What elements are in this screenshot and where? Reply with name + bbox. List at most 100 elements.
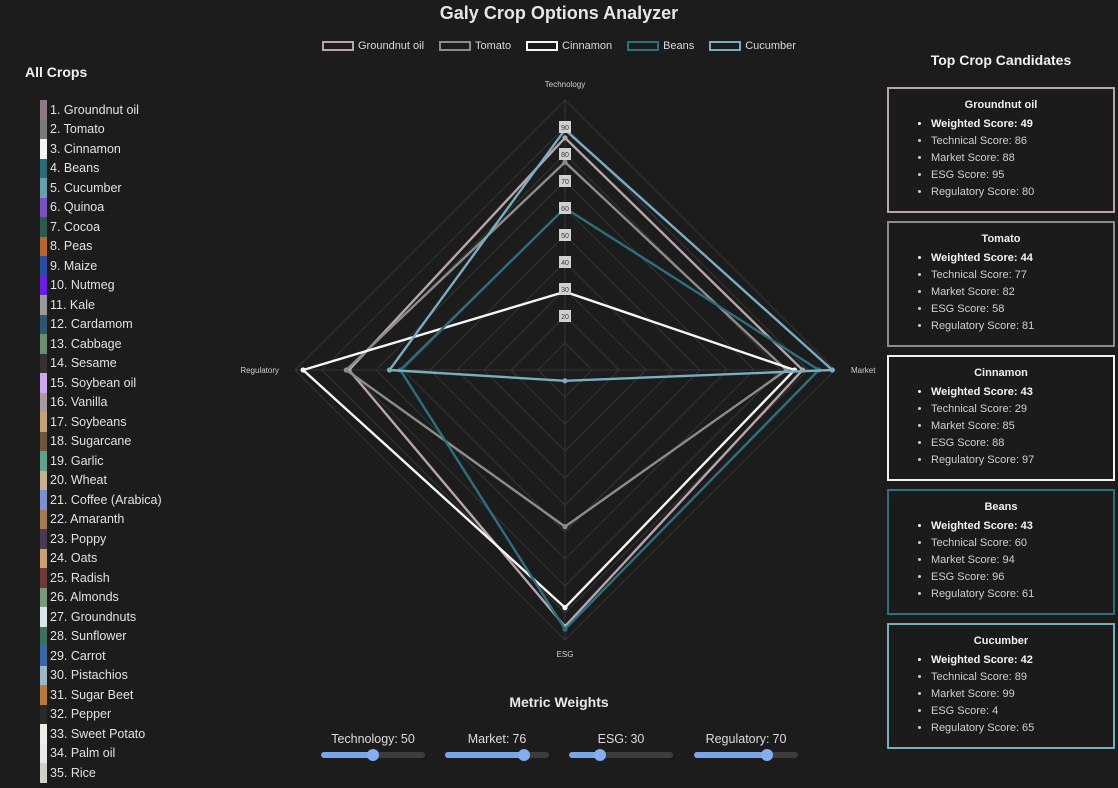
crop-list-item[interactable]: 10. Nutmeg: [40, 275, 240, 295]
crop-list-item[interactable]: 6. Quinoa: [40, 197, 240, 217]
legend-item[interactable]: Groundnut oil: [322, 40, 424, 52]
crop-label: 33. Sweet Potato: [50, 726, 146, 741]
crop-list-item[interactable]: 9. Maize: [40, 256, 240, 276]
weighted-score: Weighted Score:44: [931, 250, 1113, 267]
crop-list-item[interactable]: 25. Radish: [40, 568, 240, 588]
crop-list-item[interactable]: 5. Cucumber: [40, 178, 240, 198]
slider-track[interactable]: [694, 749, 798, 761]
legend-item[interactable]: Tomato: [438, 40, 511, 52]
slider-label: Regulatory: 70: [694, 732, 798, 746]
candidate-score-list: Weighted Score:42Technical Score:89Marke…: [889, 652, 1113, 737]
technical-score-label: Technical Score:: [931, 537, 1012, 549]
crop-list-item[interactable]: 23. Poppy: [40, 529, 240, 549]
crop-color-swatch: [40, 665, 47, 685]
crop-list-item[interactable]: 30. Pistachios: [40, 665, 240, 685]
esg-score-label: ESG Score:: [931, 437, 990, 449]
crop-list-item[interactable]: 28. Sunflower: [40, 626, 240, 646]
legend-label: Cinnamon: [562, 40, 613, 52]
crop-list-item[interactable]: 19. Garlic: [40, 451, 240, 471]
weight-slider-group: Market: 76: [445, 732, 549, 761]
slider-track[interactable]: [321, 749, 425, 761]
esg-score: ESG Score:95: [931, 167, 1113, 184]
crop-color-swatch: [40, 353, 47, 373]
radar-tick-backdrop: [559, 175, 571, 187]
crop-label: 22. Amaranth: [50, 512, 125, 527]
market-score-label: Market Score:: [931, 554, 1000, 566]
crop-color-swatch: [40, 158, 47, 178]
crop-list-item[interactable]: 4. Beans: [40, 158, 240, 178]
crop-list-item[interactable]: 18. Sugarcane: [40, 431, 240, 451]
candidate-name: Tomato: [981, 233, 1021, 245]
market-score-value: 82: [1002, 286, 1015, 298]
slider-value: 76: [512, 732, 527, 746]
crop-list-item[interactable]: 16. Vanilla: [40, 392, 240, 412]
crop-list-item[interactable]: 27. Groundnuts: [40, 607, 240, 627]
regulatory-score: Regulatory Score:81: [931, 318, 1113, 335]
radar-point: [562, 626, 568, 632]
crop-list-item[interactable]: 3. Cinnamon: [40, 139, 240, 159]
legend-item[interactable]: Cucumber: [709, 40, 796, 52]
slider-label-text: Technology:: [331, 732, 398, 746]
app-title: Galy Crop Options Analyzer: [439, 3, 679, 23]
technical-score-value: 89: [1014, 671, 1027, 683]
crop-label: 4. Beans: [50, 161, 100, 176]
regulatory-score: Regulatory Score:61: [931, 586, 1113, 603]
slider-label-text: Regulatory:: [705, 732, 770, 746]
slider-track[interactable]: [445, 749, 549, 761]
crop-list-item[interactable]: 34. Palm oil: [40, 743, 240, 763]
slider-thumb[interactable]: [518, 749, 531, 761]
crop-label: 3. Cinnamon: [50, 141, 121, 156]
crop-list-item[interactable]: 15. Soybean oil: [40, 373, 240, 393]
crop-list-item[interactable]: 29. Carrot: [40, 646, 240, 666]
radar-tick-backdrop: [559, 256, 571, 268]
weight-slider-group: ESG: 30: [569, 732, 673, 761]
crop-list-item[interactable]: 20. Wheat: [40, 470, 240, 490]
crop-label: 13. Cabbage: [50, 336, 122, 351]
crop-list-item[interactable]: 24. Oats: [40, 548, 240, 568]
crop-color-swatch: [40, 646, 47, 666]
crop-list-item[interactable]: 33. Sweet Potato: [40, 724, 240, 744]
crop-list-item[interactable]: 32. Pepper: [40, 704, 240, 724]
candidate-name: Groundnut oil: [964, 99, 1038, 111]
slider-track[interactable]: [569, 749, 673, 761]
candidate-score-list: Weighted Score:49Technical Score:86Marke…: [889, 116, 1113, 201]
legend-item[interactable]: Beans: [627, 40, 694, 52]
esg-score-label: ESG Score:: [931, 169, 990, 181]
crop-list-item[interactable]: 11. Kale: [40, 295, 240, 315]
slider-thumb[interactable]: [594, 749, 607, 761]
crop-list-item[interactable]: 12. Cardamom: [40, 314, 240, 334]
candidate-card: TomatoWeighted Score:44Technical Score:7…: [887, 221, 1115, 347]
legend-item[interactable]: Cinnamon: [526, 40, 612, 52]
crop-list-item[interactable]: 17. Soybeans: [40, 412, 240, 432]
crop-list-item[interactable]: 22. Amaranth: [40, 509, 240, 529]
radar-tick-label: 20: [561, 314, 569, 321]
weighted-score-label: Weighted Score:: [931, 520, 1018, 532]
crop-list-item[interactable]: 7. Cocoa: [40, 217, 240, 237]
market-score-label: Market Score:: [931, 420, 1000, 432]
crop-color-swatch: [40, 100, 47, 120]
crop-label: 32. Pepper: [50, 707, 112, 722]
technical-score-label: Technical Score:: [931, 269, 1012, 281]
esg-score-value: 58: [992, 303, 1005, 315]
slider-thumb[interactable]: [367, 749, 379, 761]
crop-list-item[interactable]: 1. Groundnut oil: [40, 100, 240, 120]
radar-tick-backdrop: [559, 202, 571, 214]
crop-list-item[interactable]: 13. Cabbage: [40, 334, 240, 354]
crop-color-swatch: [40, 256, 47, 276]
crop-list-item[interactable]: 2. Tomato: [40, 119, 240, 139]
crop-list-item[interactable]: 14. Sesame: [40, 353, 240, 373]
crop-list-item[interactable]: 8. Peas: [40, 236, 240, 256]
weighted-score-label: Weighted Score:: [931, 386, 1018, 398]
radar-tick-backdrop: [559, 229, 571, 241]
market-score-label: Market Score:: [931, 152, 1000, 164]
crop-list-item[interactable]: 21. Coffee (Arabica): [40, 490, 240, 510]
crop-list-item[interactable]: 35. Rice: [40, 763, 240, 783]
crop-list-item[interactable]: 31. Sugar Beet: [40, 685, 240, 705]
legend-swatch: [526, 41, 558, 51]
radar-tick-label: 80: [561, 152, 569, 159]
slider-thumb[interactable]: [760, 749, 773, 761]
crop-label: 17. Soybeans: [50, 414, 127, 429]
crop-list-item[interactable]: 26. Almonds: [40, 587, 240, 607]
crop-color-swatch: [40, 197, 47, 217]
